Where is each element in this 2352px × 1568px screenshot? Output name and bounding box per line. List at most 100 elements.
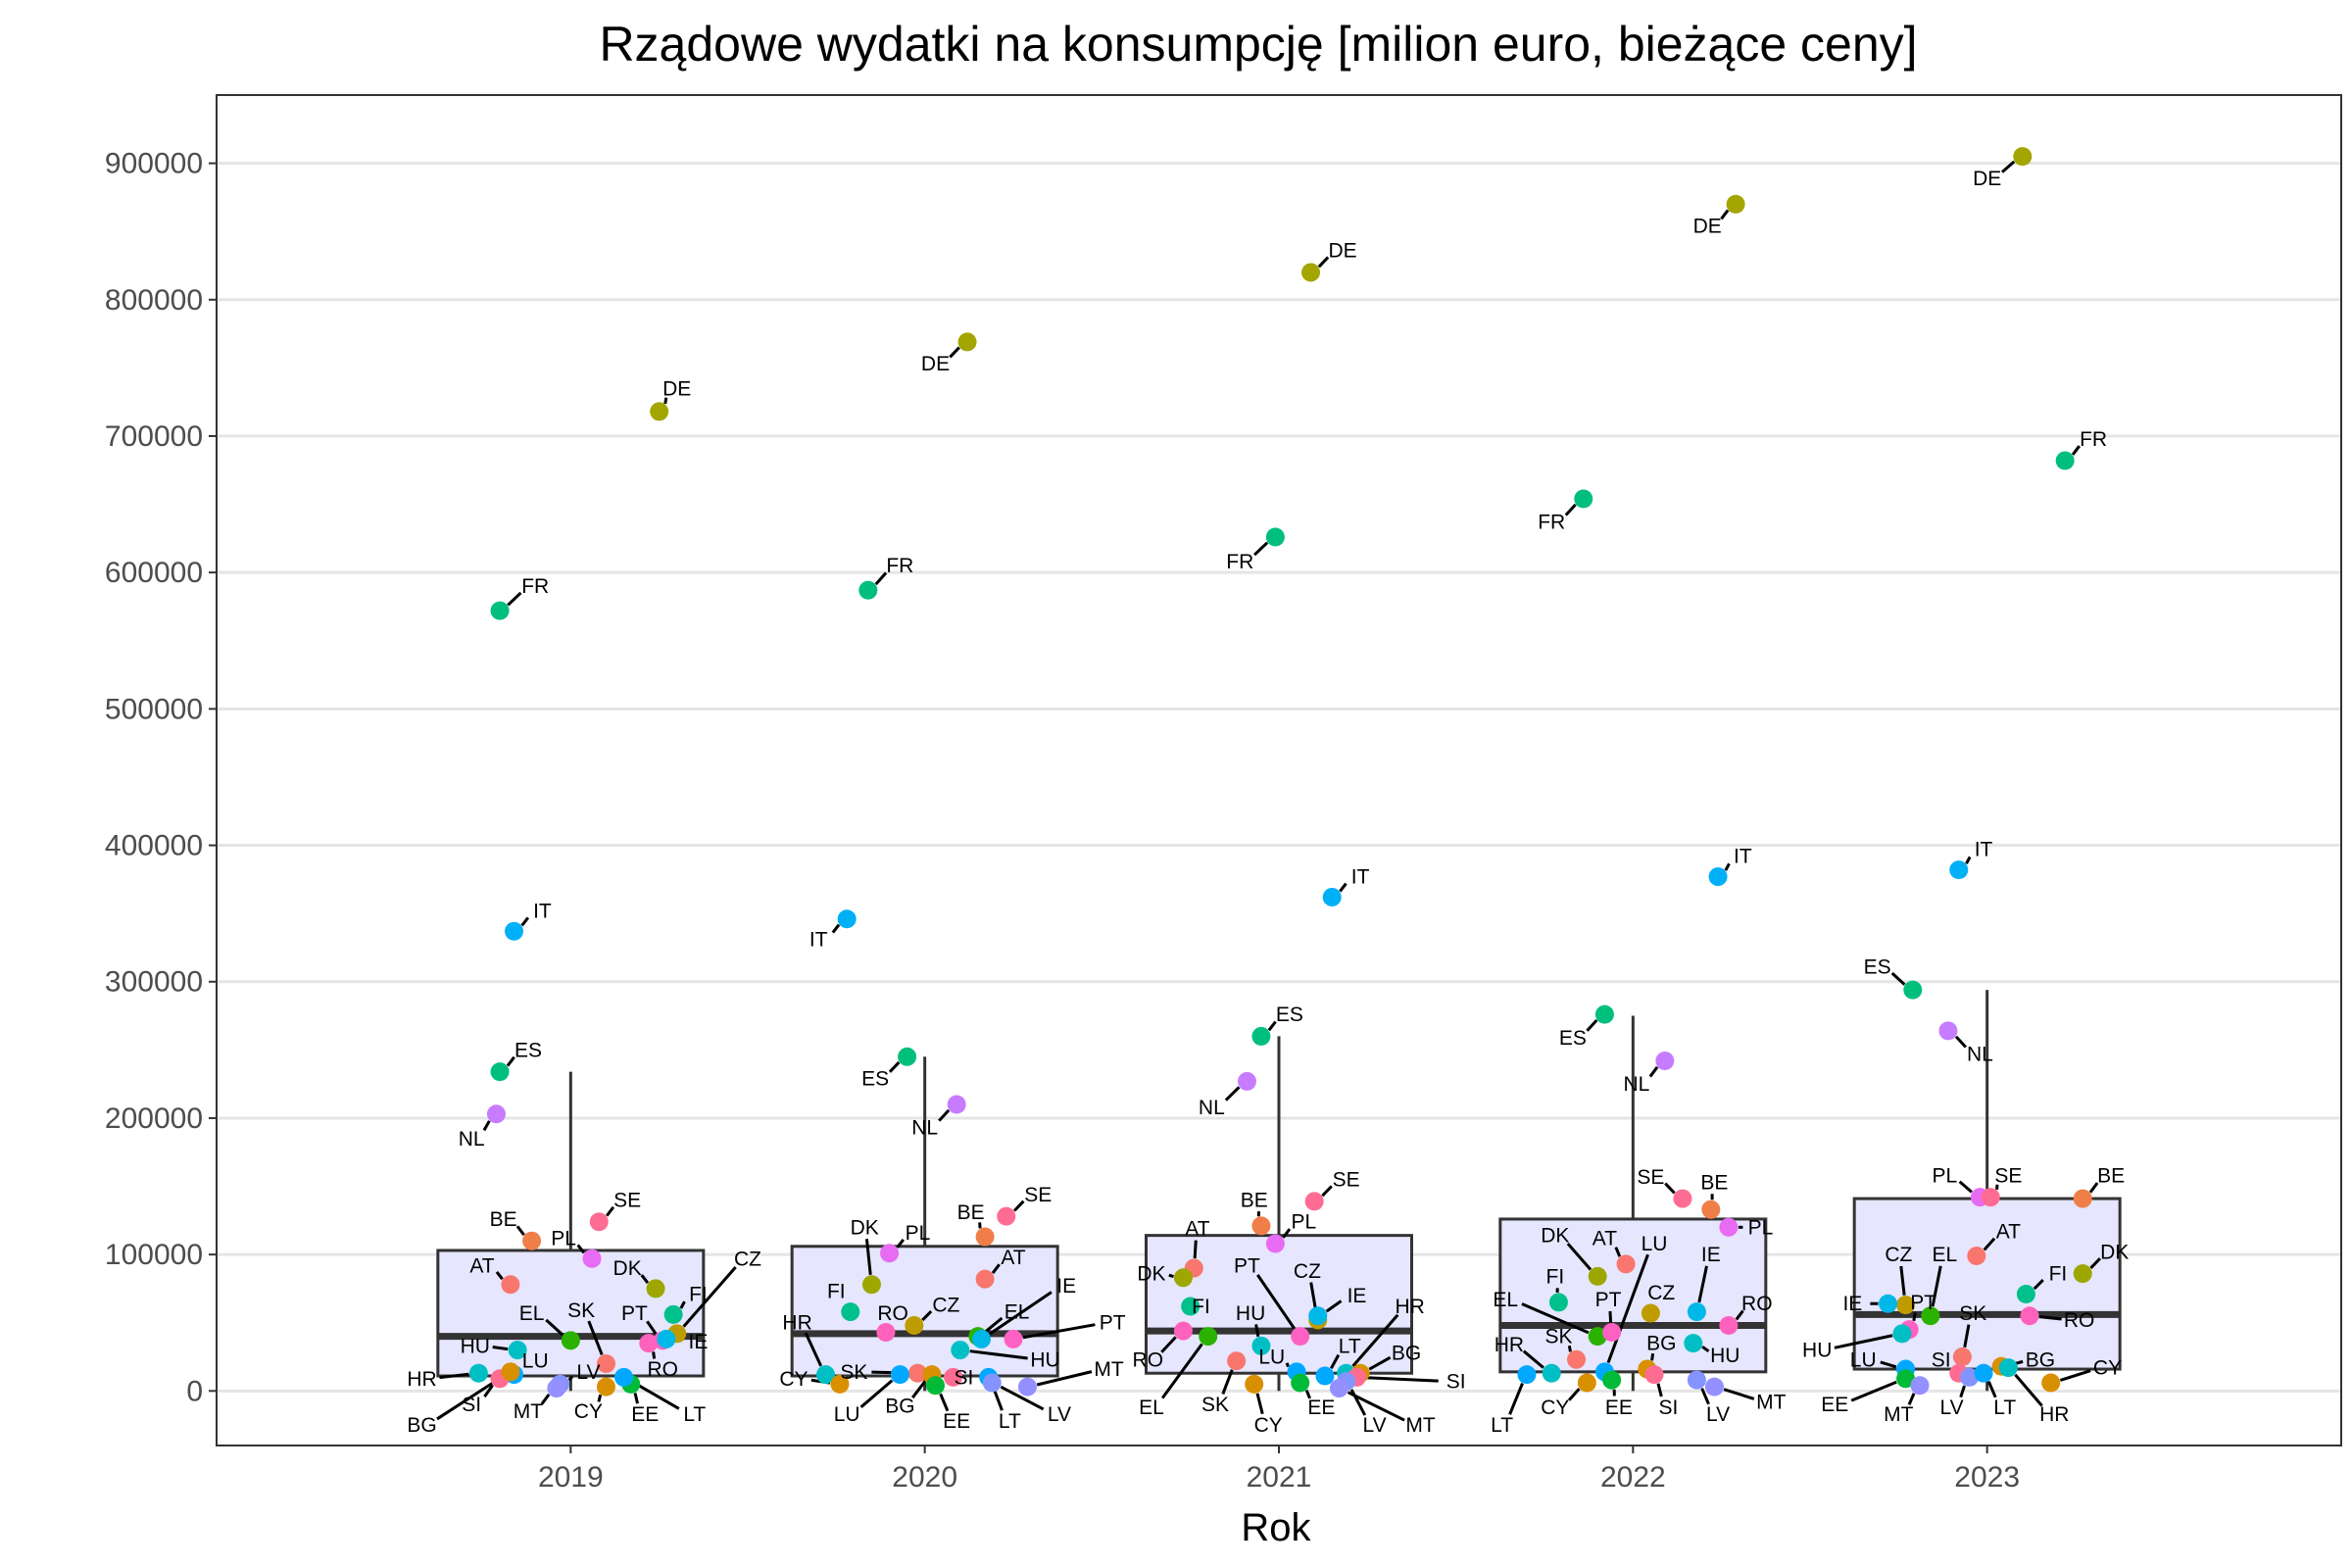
boxplots: [436, 990, 2122, 1392]
point-label: EE: [1605, 1396, 1633, 1419]
point-label: RO: [1741, 1293, 1773, 1315]
point-label: BE: [490, 1208, 517, 1231]
point-label: BG: [1392, 1342, 1421, 1364]
point-label: FR: [2080, 428, 2107, 451]
data-point: [1329, 1379, 1348, 1398]
point-label: LT: [999, 1410, 1021, 1433]
point-label: FR: [886, 555, 913, 577]
y-tick-label: 700000: [105, 420, 203, 453]
data-point: [975, 1227, 995, 1247]
x-tick-label: 2021: [1247, 1461, 1312, 1494]
label-leader: [1697, 1265, 1708, 1303]
point-label: HR: [1494, 1334, 1524, 1356]
point-label: AT: [1185, 1218, 1209, 1241]
point-label: PL: [1291, 1211, 1316, 1234]
data-point: [815, 1365, 835, 1385]
data-point: [501, 1362, 520, 1382]
label-leader: [1890, 971, 1906, 986]
label-leader: [1221, 1369, 1234, 1395]
data-point: [880, 1244, 900, 1263]
data-point: [982, 1373, 1002, 1393]
label-leader: [1160, 1336, 1177, 1353]
label-leader: [1255, 1393, 1264, 1415]
data-point: [1896, 1369, 1916, 1389]
data-point: [1173, 1321, 1193, 1341]
point-label: PT: [1910, 1292, 1936, 1314]
y-tick-label: 200000: [105, 1102, 203, 1135]
data-point: [1251, 1026, 1271, 1046]
data-point: [486, 1104, 506, 1124]
data-point: [650, 402, 669, 421]
point-label: FR: [1226, 551, 1253, 573]
label-leaders: [436, 160, 2101, 1422]
label-leader: [1965, 856, 1972, 864]
data-point: [1974, 1363, 1993, 1383]
point-label: EE: [1821, 1394, 1848, 1416]
data-point: [1265, 1234, 1285, 1253]
label-leader: [1931, 1265, 1942, 1307]
chart-title: Rządowe wydatki na konsumpcję [milion eu…: [599, 17, 1917, 72]
data-point: [1687, 1302, 1706, 1322]
label-leader: [1899, 1265, 1906, 1296]
point-label: AT: [469, 1254, 494, 1277]
label-leader: [1000, 1385, 1045, 1411]
point-label: SK: [1544, 1326, 1572, 1348]
data-point: [2016, 1284, 2035, 1303]
label-leader: [2089, 1257, 2101, 1270]
point-label: ES: [861, 1068, 889, 1091]
data-point: [1684, 1334, 1703, 1353]
label-leader: [482, 1120, 491, 1132]
point-label: FI: [1192, 1296, 1210, 1318]
point-label: CZ: [932, 1295, 959, 1317]
data-point: [2013, 147, 2033, 167]
data-point: [639, 1334, 659, 1353]
label-leader: [483, 1384, 494, 1398]
data-point: [1574, 489, 1593, 509]
label-leader: [1648, 1065, 1659, 1078]
label-leader: [1664, 1182, 1676, 1195]
point-label: MT: [1094, 1358, 1123, 1381]
label-leader: [1720, 209, 1730, 220]
point-label: FI: [1546, 1265, 1565, 1288]
point-label: EE: [631, 1403, 659, 1426]
data-point: [1719, 1316, 1739, 1336]
x-axis-title: Rok: [1241, 1506, 1311, 1549]
data-point: [1588, 1327, 1607, 1347]
label-leader: [652, 1351, 657, 1359]
label-leader: [1366, 1376, 1439, 1383]
label-leader: [911, 1380, 926, 1399]
point-label: EL: [1139, 1396, 1164, 1419]
data-point: [1017, 1377, 1037, 1396]
point-label: SI: [1659, 1396, 1679, 1419]
data-point: [1594, 1004, 1614, 1024]
point-label: DK: [613, 1257, 642, 1280]
label-leader: [949, 346, 960, 359]
label-leader: [1650, 1352, 1655, 1361]
label-leader: [1735, 1309, 1744, 1321]
label-leader: [567, 1375, 574, 1382]
point-label: LT: [1993, 1396, 2016, 1419]
data-point: [614, 1367, 634, 1387]
data-point: [841, 1302, 860, 1322]
point-label: CY: [2093, 1357, 2122, 1380]
label-leader: [1351, 1313, 1399, 1367]
label-leader: [1907, 1393, 1916, 1405]
label-leader: [663, 397, 668, 405]
label-leader: [2001, 160, 2016, 173]
label-leader: [1912, 1312, 1917, 1322]
point-label: SI: [954, 1366, 973, 1389]
label-leader: [1963, 1324, 1971, 1348]
data-point: [1588, 1266, 1607, 1286]
data-point: [1719, 1217, 1739, 1237]
point-label: CZ: [1647, 1282, 1675, 1304]
data-point: [663, 1304, 683, 1324]
data-point: [1903, 980, 1923, 1000]
data-point: [1602, 1370, 1622, 1390]
label-leader: [640, 1274, 650, 1284]
point-label: DK: [1541, 1225, 1569, 1248]
data-point: [1701, 1200, 1721, 1219]
data-point: [490, 1062, 510, 1082]
point-label: HR: [782, 1312, 811, 1335]
point-label: FI: [2049, 1263, 2068, 1286]
point-label: DE: [1973, 168, 2001, 190]
